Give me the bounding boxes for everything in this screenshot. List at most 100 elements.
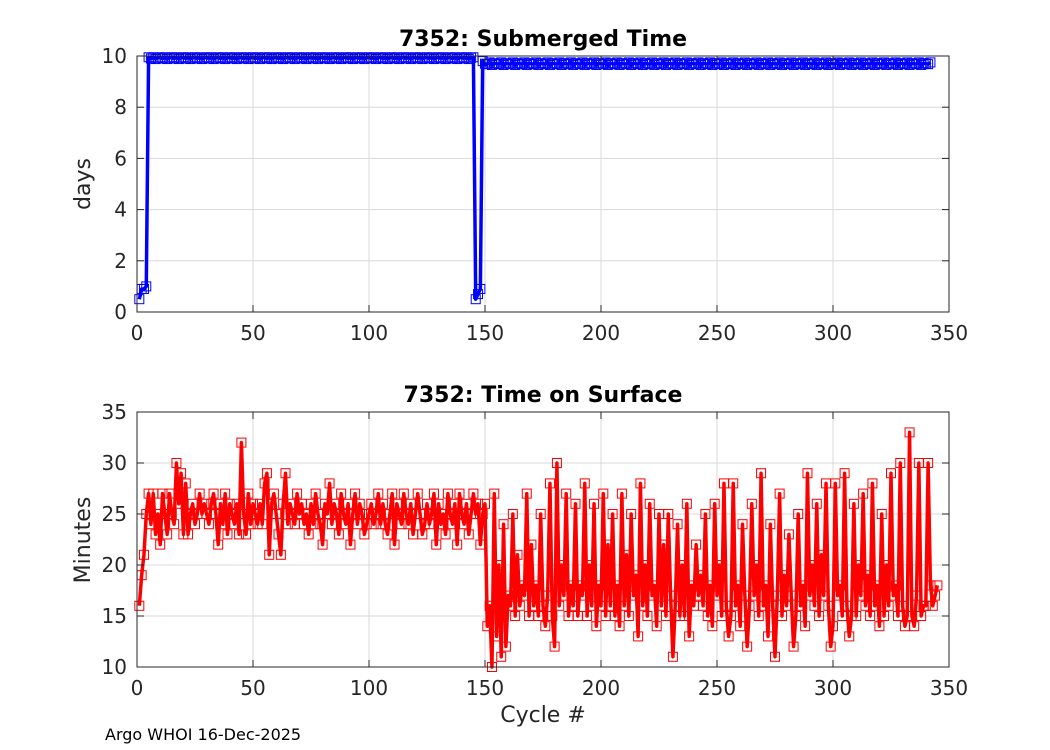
surface-time-data-point [173, 498, 184, 509]
surface-time-data-point [435, 519, 446, 530]
surface-time-data-point [503, 590, 514, 601]
surface-time-data-point [809, 600, 820, 611]
surface-time-data-point [454, 488, 465, 499]
surface-time-xlabel: Cycle # [500, 703, 586, 728]
surface-time-data-point [679, 611, 690, 621]
surface-time-data-point [422, 498, 432, 509]
surface-time-data-point [470, 509, 481, 519]
surface-time-data-point [208, 488, 219, 499]
surface-time-data-point [234, 529, 245, 540]
surface-time-data-point [923, 458, 934, 468]
surface-time-y-tick-label: 10 [102, 655, 127, 679]
surface-time-data-point [869, 600, 880, 611]
surface-time-data-point [496, 651, 507, 662]
surface-time-data-point [614, 621, 625, 632]
surface-time-data-point [134, 600, 145, 611]
surface-time-data-point [236, 437, 247, 448]
surface-time-data-point [405, 498, 416, 509]
surface-time-data-point [150, 529, 161, 540]
surface-time-data-point [865, 611, 876, 621]
surface-time-data-point [684, 631, 695, 642]
surface-time-y-tick-label: 30 [102, 451, 127, 475]
surface-time-data-point [512, 549, 523, 560]
submerged-time-y-tick-label: 2 [114, 249, 127, 273]
surface-time-data-point [756, 468, 767, 479]
surface-time-data-point [526, 539, 537, 550]
surface-time-data-point [705, 580, 716, 591]
surface-time-data-point [461, 498, 472, 509]
surface-time-series-line [137, 430, 940, 669]
surface-time-data-point [507, 509, 518, 519]
surface-time-data-point [493, 560, 504, 570]
surface-time-x-tick-label: 300 [814, 676, 852, 700]
surface-time-data-point [491, 631, 502, 642]
surface-time-data-point [210, 509, 221, 519]
surface-time-x-tick-label: 0 [131, 676, 144, 700]
surface-time-x-tick-label: 200 [582, 676, 620, 700]
surface-time-x-tick-label: 350 [930, 676, 968, 700]
surface-time-data-point [753, 611, 764, 621]
surface-time-data-point [275, 549, 286, 560]
surface-time-data-point [802, 468, 813, 479]
submerged-time-x-tick-label: 250 [698, 321, 736, 345]
surface-time-data-point [783, 529, 794, 540]
surface-time-data-point [382, 529, 393, 540]
surface-time-data-point [517, 580, 528, 591]
surface-time-data-point [359, 529, 370, 540]
surface-time-data-point [925, 580, 936, 591]
submerged-time-x-ticks: 0 50 100 150 200 250 300 350 [131, 56, 968, 345]
surface-time-data-point [213, 539, 224, 550]
surface-time-data-point [872, 580, 883, 591]
surface-time-data-point [514, 600, 525, 611]
submerged-time-data-point [466, 52, 477, 63]
surface-time-data-point [364, 509, 374, 519]
surface-time-data-point [368, 519, 379, 530]
surface-time-data-point [920, 600, 931, 611]
surface-time-data-point [651, 621, 662, 632]
surface-time-data-point [765, 519, 776, 530]
surface-time-data-point [797, 580, 808, 591]
surface-time-data-point [558, 590, 569, 601]
surface-time-data-point [763, 631, 774, 642]
surface-time-data-point [264, 549, 275, 560]
surface-time-series [134, 427, 943, 672]
submerged-time-data-point [134, 294, 145, 305]
surface-time-data-point [164, 488, 175, 499]
surface-time-data-point [665, 590, 676, 601]
surface-time-data-point [333, 529, 344, 540]
surface-time-data-point [317, 539, 328, 550]
surface-time-data-point [709, 498, 720, 509]
surface-time-data-point [426, 509, 437, 519]
surface-time-x-tick-label: 250 [698, 676, 736, 700]
surface-time-data-point [519, 590, 530, 601]
surface-time-data-point [746, 498, 757, 509]
surface-time-data-point [867, 478, 878, 489]
surface-time-axes: 0 50 100 150 200 250 300 350 10 15 20 25 30 35 7352:… [71, 383, 968, 728]
surface-time-data-point [876, 509, 887, 519]
surface-time-data-point [542, 590, 553, 601]
submerged-time-data-point [141, 281, 152, 292]
surface-time-data-point [742, 641, 753, 652]
surface-time-data-point [463, 529, 474, 540]
surface-time-data-point [324, 478, 335, 489]
surface-time-data-point [776, 611, 787, 621]
surface-time-data-point [800, 621, 811, 632]
footer-credit: Argo WHOI 16-Dec-2025 [105, 725, 302, 744]
surface-time-data-point [584, 560, 595, 570]
surface-time-data-point [855, 590, 866, 601]
surface-time-data-point [575, 580, 586, 591]
surface-time-data-point [403, 519, 414, 530]
surface-time-data-point [301, 509, 312, 519]
surface-time-data-point [630, 570, 641, 581]
surface-time-data-point [482, 621, 493, 632]
surface-time-data-point [886, 468, 896, 479]
surface-time-data-point [932, 580, 943, 591]
surface-time-data-point [730, 600, 741, 611]
surface-time-data-point [350, 488, 361, 499]
surface-time-data-point [848, 498, 859, 509]
surface-time-data-point [656, 600, 667, 611]
surface-time-data-point [308, 519, 319, 530]
submerged-time-series [134, 52, 936, 305]
surface-time-data-point [693, 590, 704, 601]
